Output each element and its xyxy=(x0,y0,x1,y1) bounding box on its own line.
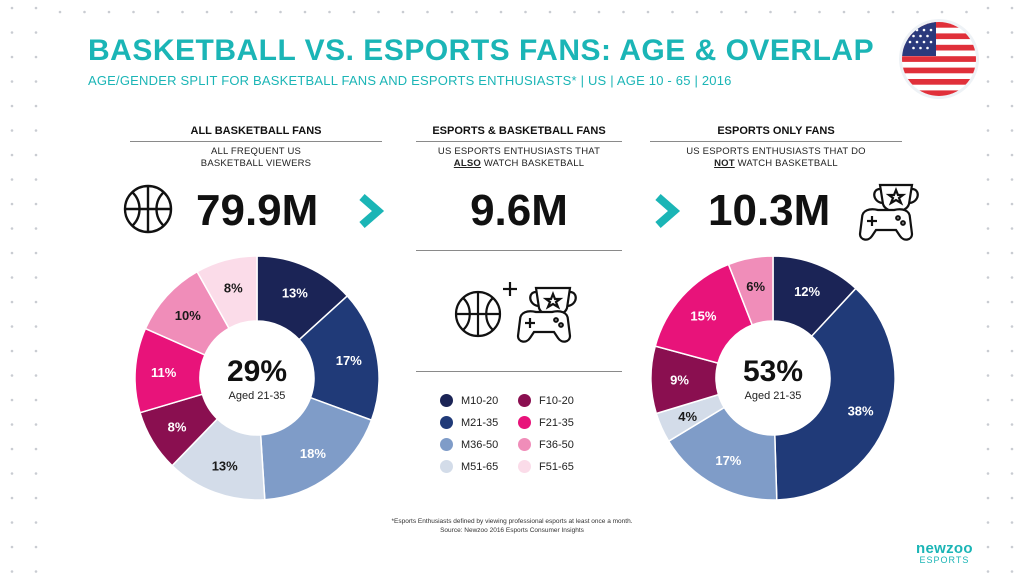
donut1-label-f51-65: 8% xyxy=(224,281,243,296)
page-subtitle: AGE/GENDER SPLIT FOR BASKETBALL FANS AND… xyxy=(88,73,732,88)
basketball-plus-esports-icon xyxy=(454,282,577,343)
col1-desc-line2: BASKETBALL VIEWERS xyxy=(200,158,312,169)
legend-label-m21-35: M21-35 xyxy=(461,416,499,429)
chevron-right-icon-2 xyxy=(655,193,681,229)
donut1-label-f36-50: 10% xyxy=(175,308,201,323)
legend-label-f36-50: F36-50 xyxy=(539,438,574,451)
col3-desc-emphasis: NOT xyxy=(714,158,735,169)
legend-label-m51-65: M51-65 xyxy=(461,460,499,473)
legend-label-f10-20: F10-20 xyxy=(539,394,574,407)
legend-swatch-m36-50 xyxy=(440,438,453,451)
donut2-label-m10-20: 12% xyxy=(794,284,820,299)
basketball-icon xyxy=(123,184,173,234)
col2-description: US ESPORTS ENTHUSIASTS THAT ALSO WATCH B… xyxy=(416,146,622,170)
legend-swatch-m21-35 xyxy=(440,416,453,429)
donut2-label-m36-50: 17% xyxy=(715,453,741,468)
col3-desc-line2: NOT WATCH BASKETBALL xyxy=(650,158,902,170)
col3-desc-line1: US ESPORTS ENTHUSIASTS THAT DO xyxy=(686,146,866,157)
legend-swatch-m51-65 xyxy=(440,460,453,473)
legend-label-f21-35: F21-35 xyxy=(539,416,574,429)
col2-rule-legend xyxy=(416,371,622,372)
col1-rule xyxy=(130,141,382,142)
col1-description: ALL FREQUENT US BASKETBALL VIEWERS xyxy=(130,146,382,170)
donut1-slice-f51-65 xyxy=(196,255,258,330)
col2-desc-emphasis: ALSO xyxy=(453,158,481,169)
col3-rule xyxy=(650,141,902,142)
col2-heading: ESPORTS & BASKETBALL FANS xyxy=(432,125,606,137)
col3-total: 10.3M xyxy=(708,186,831,235)
col2-desc-line2: ALSO WATCH BASKETBALL xyxy=(416,158,622,170)
legend-item-f21-35: F21-35 xyxy=(518,416,574,429)
donut1-center-value: 29% xyxy=(226,355,288,388)
col2-rule xyxy=(416,141,622,142)
footnote: *Esports Enthusiasts defined by viewing … xyxy=(300,517,724,535)
donut1-label-f21-35: 11% xyxy=(151,365,177,380)
newzoo-logo: newzoo ESPORTS xyxy=(916,540,973,565)
logo-subtitle: ESPORTS xyxy=(919,555,970,565)
donut1-label-f10-20: 8% xyxy=(168,419,187,434)
col1-desc-line1: ALL FREQUENT US xyxy=(210,146,302,157)
footnote-source: Source: Newzoo 2016 Esports Consumer Ins… xyxy=(440,527,584,534)
col1-total: 79.9M xyxy=(196,186,319,235)
donut2-label-f21-35: 15% xyxy=(690,309,716,324)
donut2-label-f36-50: 6% xyxy=(746,279,765,294)
donut2-label-f10-20: 9% xyxy=(670,372,689,387)
legend-label-m10-20: M10-20 xyxy=(461,394,499,407)
legend-swatch-f51-65 xyxy=(518,460,531,473)
col2-rule-mid xyxy=(416,250,622,251)
legend-swatch-f36-50 xyxy=(518,438,531,451)
col1-heading: ALL BASKETBALL FANS xyxy=(190,125,322,137)
legend-swatch-m10-20 xyxy=(440,394,453,407)
esports-controller-trophy-icon xyxy=(858,183,919,241)
donut2-label-m51-65: 4% xyxy=(678,409,697,424)
col2-desc-rest: WATCH BASKETBALL xyxy=(483,158,585,169)
donut2-center-value: 53% xyxy=(742,355,804,388)
donut1-center-label: Aged 21-35 xyxy=(228,390,286,402)
legend-item-m36-50: M36-50 xyxy=(440,438,498,451)
footnote-definition: *Esports Enthusiasts defined by viewing … xyxy=(391,518,633,525)
donut-chart-esports-only: 12% 38% 17% 4% 9% 15% 6% xyxy=(650,255,896,501)
donut1-label-m51-65: 13% xyxy=(212,459,238,474)
donut2-label-m21-35: 38% xyxy=(848,404,874,419)
donut2-center-label: Aged 21-35 xyxy=(744,390,802,402)
col2-desc-line1: US ESPORTS ENTHUSIASTS THAT xyxy=(437,146,601,157)
chevron-right-icon-1 xyxy=(359,193,385,229)
page-title: BASKETBALL VS. ESPORTS FANS: AGE & OVERL… xyxy=(88,34,875,67)
col3-description: US ESPORTS ENTHUSIASTS THAT DO NOT WATCH… xyxy=(650,146,902,170)
legend-item-m51-65: M51-65 xyxy=(440,460,498,473)
donut2-slice-m21-35 xyxy=(774,287,896,501)
us-flag-icon xyxy=(902,22,976,96)
legend-item-f10-20: F10-20 xyxy=(518,394,574,407)
col2-total: 9.6M xyxy=(470,186,568,235)
legend-swatch-f10-20 xyxy=(518,394,531,407)
legend-label-m36-50: M36-50 xyxy=(461,438,499,451)
donut-chart-basketball: 13% 17% 18% 13% 8% 11% 10% 8% xyxy=(134,255,380,501)
legend-item-f51-65: F51-65 xyxy=(518,460,574,473)
legend-item-f36-50: F36-50 xyxy=(518,438,574,451)
col3-heading: ESPORTS ONLY FANS xyxy=(717,125,835,137)
donut1-slice-m21-35 xyxy=(298,294,380,422)
logo-name: newzoo xyxy=(916,540,973,557)
legend-item-m10-20: M10-20 xyxy=(440,394,498,407)
legend-swatch-f21-35 xyxy=(518,416,531,429)
donut1-label-m21-35: 17% xyxy=(336,353,362,368)
legend-item-m21-35: M21-35 xyxy=(440,416,498,429)
donut2-slice-f36-50 xyxy=(727,255,774,326)
donut1-label-m10-20: 13% xyxy=(282,286,308,301)
legend-label-f51-65: F51-65 xyxy=(539,460,574,473)
donut1-label-m36-50: 18% xyxy=(300,446,326,461)
col3-desc-rest: WATCH BASKETBALL xyxy=(737,158,838,169)
donut2-slice-m36-50 xyxy=(667,406,778,501)
donut1-slice-m36-50 xyxy=(259,396,373,501)
